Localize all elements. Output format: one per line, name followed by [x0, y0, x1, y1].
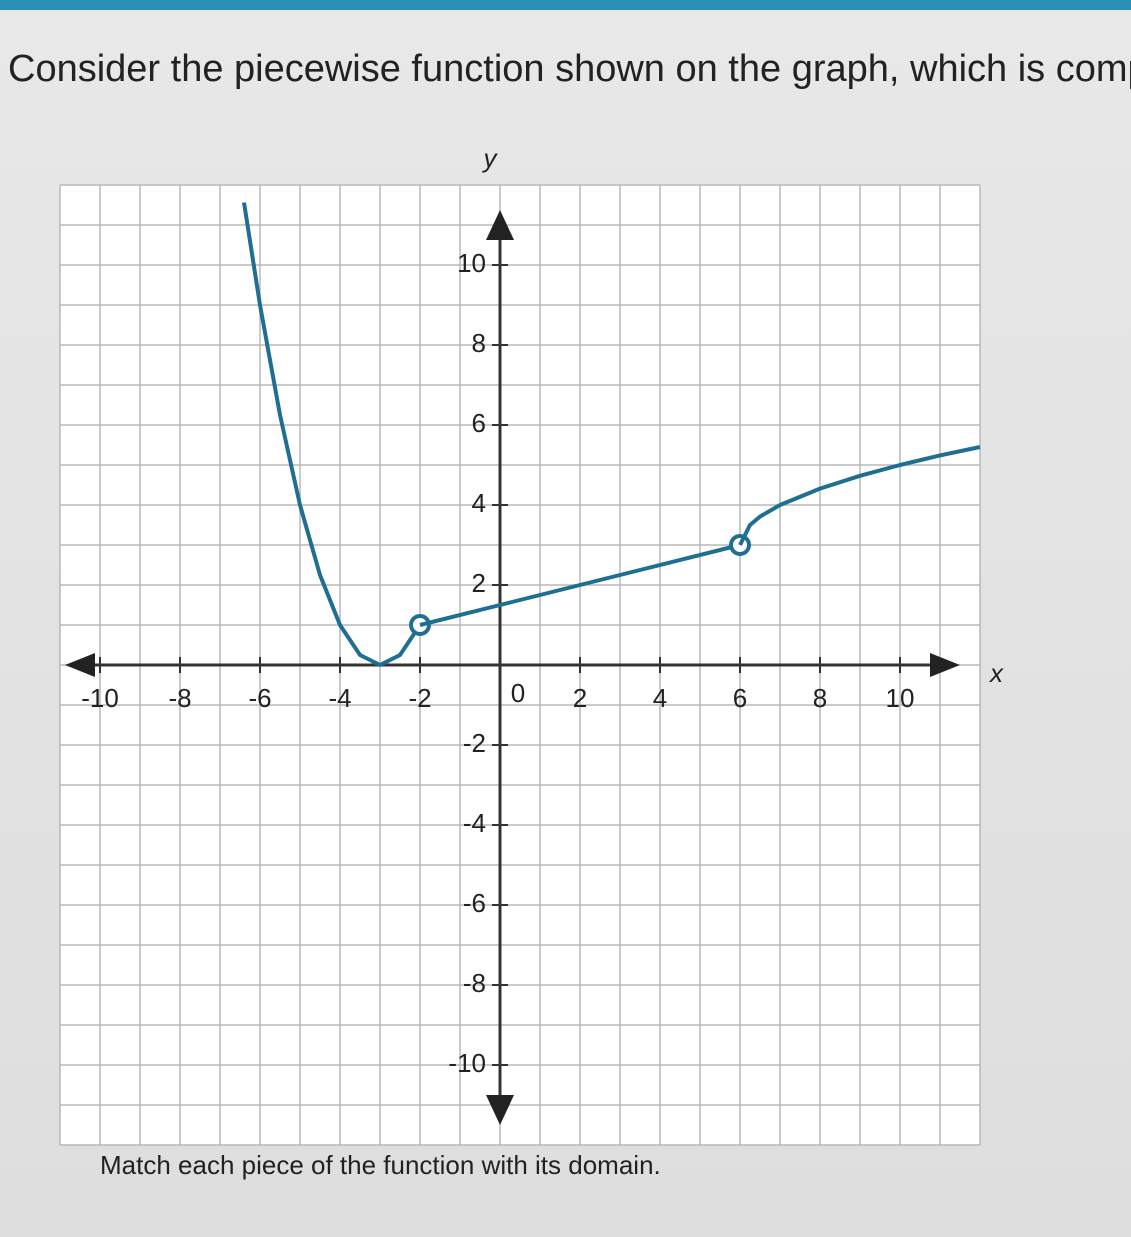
x-tick-label: -10 [81, 683, 119, 713]
y-tick-label: -10 [448, 1048, 486, 1078]
x-tick-label: 10 [886, 683, 915, 713]
y-tick-label: -2 [463, 728, 486, 758]
x-arrow-left [65, 653, 95, 677]
x-tick-label: 4 [653, 683, 667, 713]
x-tick-label: 8 [813, 683, 827, 713]
x-axis-label: x [988, 658, 1004, 688]
y-tick-label: -8 [463, 968, 486, 998]
y-tick-label: 6 [472, 408, 486, 438]
x-tick-label: 6 [733, 683, 747, 713]
x-tick-label: -8 [168, 683, 191, 713]
y-arrow-down [486, 1095, 514, 1125]
question-text: Consider the piecewise function shown on… [8, 48, 1131, 90]
x-arrow-right [930, 653, 960, 677]
top-bar [0, 0, 1131, 10]
y-tick-label: 4 [472, 488, 486, 518]
x-tick-label: 2 [573, 683, 587, 713]
origin-label: 0 [511, 678, 525, 708]
function-piece [738, 445, 981, 546]
function-piece [242, 202, 422, 667]
x-tick-label: -4 [328, 683, 351, 713]
function-piece [419, 543, 741, 627]
y-tick-label: -4 [463, 808, 486, 838]
y-tick-label: -6 [463, 888, 486, 918]
y-axis-label: y [482, 143, 499, 173]
y-arrow-up [486, 210, 514, 240]
y-tick-label: 2 [472, 568, 486, 598]
x-tick-label: -6 [248, 683, 271, 713]
y-tick-label: 10 [457, 248, 486, 278]
instruction-text: Match each piece of the function with it… [100, 1150, 661, 1180]
x-tick-label: -2 [408, 683, 431, 713]
y-tick-label: 8 [472, 328, 486, 358]
